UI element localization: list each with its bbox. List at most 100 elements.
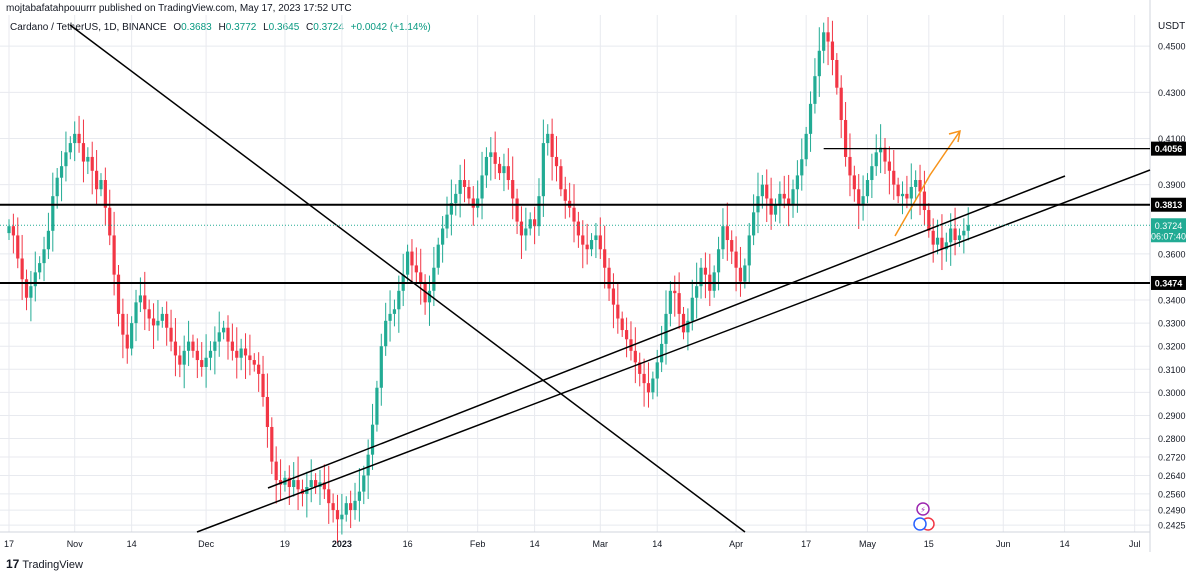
low-value: 0.3645 — [268, 22, 300, 33]
price-tick-label: 0.2900 — [1158, 411, 1186, 421]
candle-body — [38, 263, 42, 273]
low-label: L — [263, 22, 269, 33]
candle-body — [773, 205, 778, 215]
candle-body — [7, 226, 11, 234]
candle-body — [607, 267, 611, 289]
candle-body — [778, 193, 782, 206]
candle-body — [519, 221, 524, 236]
candle-body — [944, 242, 948, 250]
candle-body — [331, 503, 335, 511]
currency-unit[interactable]: USDT — [1158, 21, 1186, 32]
candle-body — [73, 133, 77, 144]
bar-countdown: 06:07:40 — [1151, 231, 1186, 241]
candle-body — [852, 175, 856, 190]
candle-body — [287, 477, 291, 487]
candle-body — [686, 320, 690, 333]
candle-body — [953, 228, 957, 241]
candle-body — [511, 180, 515, 199]
candle-body — [103, 180, 107, 208]
candle-body — [646, 383, 651, 393]
price-tag-label: 0.4056 — [1155, 144, 1183, 154]
candle-body — [261, 373, 265, 397]
candle-body — [340, 514, 344, 520]
candle-body — [143, 295, 147, 310]
tradingview-logo[interactable]: 17 TradingView — [6, 557, 83, 571]
candle-body — [826, 32, 830, 42]
candle-body — [861, 196, 865, 206]
candle-body — [388, 313, 392, 321]
candle-body — [200, 360, 204, 367]
candle-body — [598, 235, 602, 250]
candle-body — [546, 133, 550, 144]
candle-body — [366, 454, 370, 476]
candle-body — [813, 76, 817, 104]
candle-body — [765, 184, 769, 199]
time-tick-label: 14 — [127, 539, 137, 549]
price-tag-label: 0.3813 — [1155, 200, 1183, 210]
candle-body — [405, 251, 410, 275]
price-tick-label: 0.4100 — [1158, 134, 1186, 144]
candle-body — [476, 198, 480, 208]
candle-body — [791, 189, 795, 206]
candle-body — [914, 180, 918, 187]
price-tick-label: 0.2425 — [1158, 521, 1186, 531]
time-tick-label: May — [859, 539, 877, 549]
candle-body — [90, 156, 94, 171]
candle-body — [419, 272, 423, 284]
candle-body — [493, 152, 497, 164]
projection-arrow — [894, 130, 961, 237]
candle-body — [99, 180, 103, 190]
candle-body — [576, 221, 580, 236]
candle-body — [116, 274, 121, 314]
candle-body — [620, 318, 624, 331]
candle-body — [467, 186, 471, 199]
candle-body — [528, 219, 532, 229]
candle-body — [178, 355, 182, 365]
candle-body — [585, 244, 589, 250]
time-tick-label: 14 — [530, 539, 540, 549]
candle-body — [344, 503, 348, 515]
candle-body — [506, 166, 510, 181]
candle-body — [905, 193, 909, 199]
candle-body — [843, 120, 848, 157]
time-tick-label: 17 — [4, 539, 14, 549]
candle-body — [357, 491, 361, 501]
candle-body — [887, 161, 891, 171]
candle-body — [445, 214, 449, 229]
price-tick-label: 0.2800 — [1158, 434, 1186, 444]
candle-body — [108, 207, 112, 236]
time-tick-label: 14 — [1060, 539, 1070, 549]
candle-body — [966, 225, 970, 231]
candle-body — [695, 286, 699, 298]
candle-body — [95, 170, 99, 190]
candle-body — [883, 147, 887, 162]
symbol-legend: Cardano / TetherUS, 1D, BINANCE O0.3683 … — [10, 22, 431, 33]
candle-body — [589, 240, 594, 250]
open-label: O — [173, 22, 182, 33]
candle-body — [638, 362, 642, 374]
candle-body — [677, 293, 681, 314]
candle-body — [782, 193, 786, 199]
candle-body — [160, 313, 164, 321]
candle-body — [410, 251, 414, 266]
time-tick-label: 14 — [652, 539, 662, 549]
candle-body — [230, 341, 234, 351]
candle-body — [839, 87, 843, 121]
tradingview-mark-icon: 17 — [6, 557, 20, 571]
candle-body — [515, 198, 519, 222]
candle-body — [309, 480, 313, 487]
time-tick-label: 17 — [801, 539, 811, 549]
candle-body — [660, 343, 664, 363]
open-value: 0.3683 — [181, 22, 212, 33]
candle-body — [940, 237, 944, 250]
candle-body — [484, 156, 489, 176]
price-tick-label: 0.3400 — [1158, 296, 1186, 306]
price-tick-label: 0.3300 — [1158, 319, 1186, 329]
brand-name: TradingView — [22, 559, 83, 571]
candle-body — [480, 175, 484, 199]
candle-body — [138, 295, 142, 303]
candle-body — [449, 203, 453, 215]
symbol-name[interactable]: Cardano / TetherUS, 1D, BINANCE — [10, 22, 167, 33]
candle-body — [24, 279, 29, 298]
